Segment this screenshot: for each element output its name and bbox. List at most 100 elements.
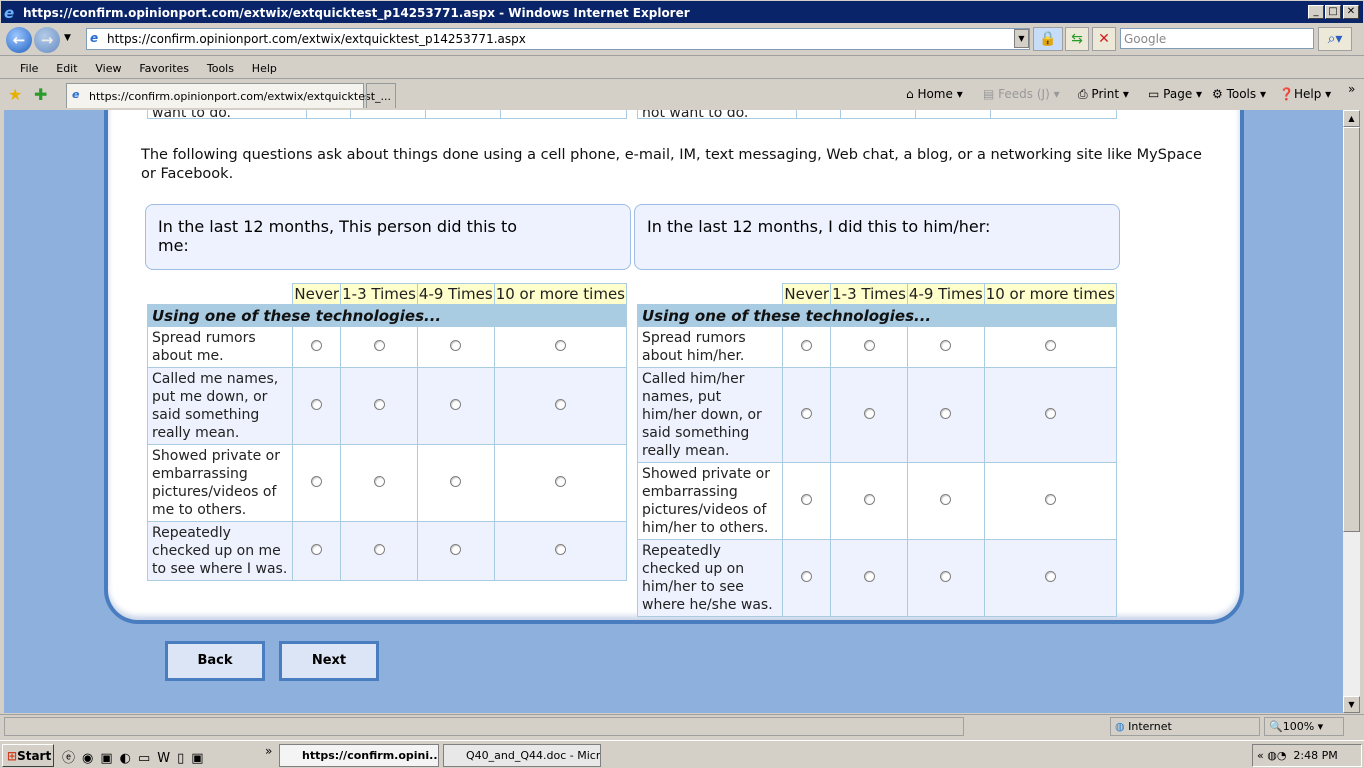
radio-right-1-3[interactable] [1044,408,1056,419]
menu-view[interactable]: View [95,62,122,75]
radio-right-0-1[interactable] [863,340,875,351]
search-icon[interactable]: ⌕▾ [1318,27,1352,51]
radio-left-0-2[interactable] [450,340,462,351]
home-button[interactable]: ⌂ Home ▾ [906,87,963,101]
back-nav-button[interactable]: ← [6,27,32,53]
radio-left-2-1[interactable] [373,476,385,487]
status-bar: ◍ Internet 🔍100% ▾ [0,714,1364,738]
recent-pages-dropdown[interactable]: ▼ [64,33,71,43]
table-row: Repeatedly checked up on him/her to see … [636,539,1118,617]
radio-left-1-3[interactable] [554,399,566,410]
print-label: Print [1091,87,1120,101]
url-text: https://confirm.opinionport.com/extwix/e… [107,32,526,46]
radio-right-0-3[interactable] [1044,340,1056,351]
item-label: Showed private or embarrassing pictures/… [636,462,784,540]
radio-left-3-1[interactable] [373,544,385,555]
menu-favorites[interactable]: Favorites [139,62,190,75]
next-button[interactable]: Next [279,641,379,681]
start-button[interactable]: ⊞Start [2,744,54,767]
status-text-area [4,717,964,736]
radio-left-0-3[interactable] [554,340,566,351]
radio-right-0-0[interactable] [801,340,813,351]
radio-left-0-0[interactable] [311,340,323,351]
radio-right-2-0[interactable] [801,494,813,505]
radio-right-1-0[interactable] [801,408,813,419]
quick-launch-chevron-icon[interactable]: » [265,744,273,758]
radio-left-2-0[interactable] [311,476,323,487]
maximize-button[interactable]: □ [1325,5,1341,19]
radio-left-3-0[interactable] [311,544,323,555]
help-button[interactable]: ❓Help ▾ [1279,87,1332,101]
matrix-left: Never 1-3 Times 4-9 Times 10 or more times U… [146,283,628,581]
radio-left-1-2[interactable] [450,399,462,410]
radio-cell [830,539,908,617]
radio-cell [493,326,628,368]
option-header: Never [782,283,832,305]
close-button[interactable]: ✕ [1343,5,1359,19]
taskbar-item-ie[interactable]: https://confirm.opini... [279,744,439,767]
favorites-star-icon[interactable]: ★ [8,85,23,104]
address-dropdown[interactable]: ▼ [1014,29,1029,48]
radio-right-1-2[interactable] [940,408,952,419]
zoom-control[interactable]: 🔍100% ▾ [1264,717,1344,736]
new-tab-button[interactable] [366,83,396,108]
print-button[interactable]: ⎙ Print ▾ [1078,87,1129,101]
option-header: 10 or more times [983,283,1118,305]
scroll-up-button[interactable]: ▲ [1343,110,1360,127]
page-label: Page [1163,87,1193,101]
radio-cell [340,326,418,368]
table-row: Spread rumors about him/her. [636,326,1118,368]
item-label: Called me names, put me down, or said so… [146,367,294,445]
refresh-button[interactable]: ⇆ [1065,27,1089,51]
table-row: Spread rumors about me. [146,326,628,368]
menu-help[interactable]: Help [251,62,277,75]
feeds-button[interactable]: ▤ Feeds (J) ▾ [983,87,1060,101]
page-icon: e [90,31,99,45]
task-label: https://confirm.opini... [302,749,439,762]
radio-right-0-2[interactable] [940,340,952,351]
item-label: Showed private or embarrassing pictures/… [146,444,294,522]
radio-cell [416,521,495,581]
menu-tools[interactable]: Tools [206,62,234,75]
radio-cell [830,367,908,463]
browser-tab[interactable]: e https://confirm.opinionport.com/extwix… [66,83,391,108]
chevron-more-icon[interactable]: » [1348,82,1356,96]
option-header: 1-3 Times [830,283,908,305]
forward-nav-button[interactable]: → [34,27,60,53]
taskbar-item-word[interactable]: Q40_and_Q44.doc - Micr... [443,744,601,767]
tools-button[interactable]: ⚙ Tools ▾ [1212,87,1266,101]
radio-left-2-2[interactable] [450,476,462,487]
lock-icon[interactable]: 🔒 [1033,27,1063,51]
radio-right-2-2[interactable] [940,494,952,505]
scroll-down-button[interactable]: ▼ [1343,696,1360,713]
radio-left-2-3[interactable] [554,476,566,487]
radio-right-2-3[interactable] [1044,494,1056,505]
radio-left-3-3[interactable] [554,544,566,555]
quick-launch-icons[interactable]: ⓔ◉▣◐▭W▯▣ [62,751,211,766]
scroll-thumb[interactable] [1343,127,1360,532]
start-label: Start [17,749,52,763]
radio-cell [782,539,832,617]
radio-cell [782,326,832,368]
windows-logo-icon: ⊞ [7,749,18,763]
minimize-button[interactable]: _ [1308,5,1324,19]
radio-left-1-0[interactable] [311,399,323,410]
radio-right-1-1[interactable] [863,408,875,419]
menu-file[interactable]: File [20,62,39,75]
radio-right-3-2[interactable] [940,571,952,582]
stop-button[interactable]: ✕ [1092,27,1116,51]
page-button[interactable]: ▭ Page ▾ [1148,87,1203,101]
back-button[interactable]: Back [165,641,265,681]
vertical-scrollbar[interactable]: ▲ ▼ [1343,110,1360,713]
radio-right-3-1[interactable] [863,571,875,582]
search-input[interactable]: Google [1120,28,1314,49]
radio-right-2-1[interactable] [863,494,875,505]
radio-right-3-0[interactable] [801,571,813,582]
radio-left-3-2[interactable] [450,544,462,555]
radio-left-1-1[interactable] [373,399,385,410]
radio-right-3-3[interactable] [1044,571,1056,582]
add-favorite-icon[interactable]: ✚ [34,85,48,104]
menu-edit[interactable]: Edit [56,62,78,75]
address-input[interactable]: e https://confirm.opinionport.com/extwix… [86,28,1030,50]
radio-left-0-1[interactable] [373,340,385,351]
